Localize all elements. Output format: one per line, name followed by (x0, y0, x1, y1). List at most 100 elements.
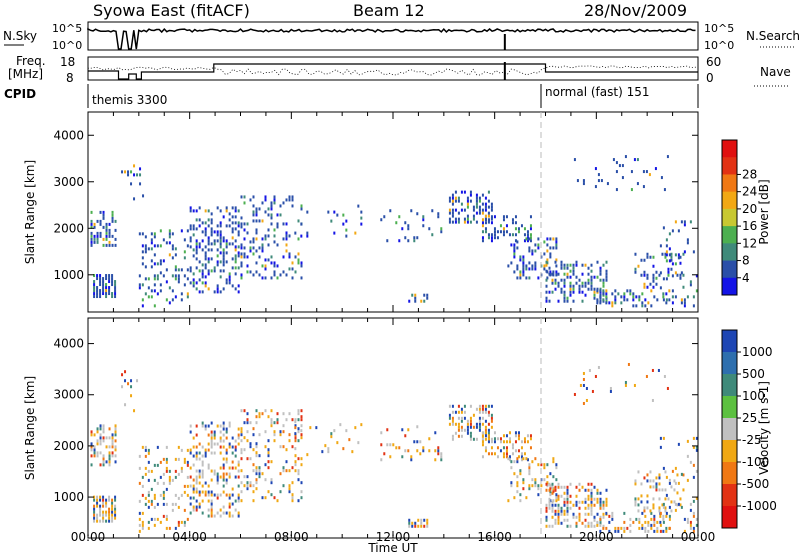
heatmap-cell (114, 292, 117, 296)
heatmap-cell (255, 442, 258, 446)
heatmap-cell (692, 511, 695, 515)
heatmap-cell (563, 272, 566, 276)
heatmap-cell (111, 219, 114, 223)
heatmap-cell (138, 499, 141, 503)
heatmap-cell (451, 220, 454, 224)
heatmap-cell (572, 512, 575, 516)
heatmap-cell (102, 289, 105, 293)
heatmap-cell (288, 439, 291, 443)
heatmap-cell (490, 215, 493, 219)
heatmap-cell (96, 504, 99, 508)
heatmap-cell (652, 506, 655, 510)
heatmap-cell (599, 287, 602, 291)
heatmap-cell (279, 490, 282, 494)
heatmap-cell (243, 228, 246, 232)
heatmap-cell (551, 503, 554, 507)
heatmap-cell (282, 201, 285, 205)
colorbar-tick-label: -1000 (742, 499, 777, 513)
heatmap-cell (670, 255, 673, 259)
heatmap-cell (130, 385, 133, 389)
heatmap-cell (198, 472, 201, 476)
heatmap-cell (192, 233, 195, 237)
heatmap-cell (519, 273, 522, 277)
heatmap-cell (666, 155, 669, 159)
heatmap-cell (602, 512, 605, 516)
heatmap-cell (662, 505, 665, 509)
heatmap-cell (481, 230, 484, 234)
heatmap-cell (216, 493, 219, 497)
heatmap-cell (513, 460, 516, 464)
heatmap-cell (475, 199, 478, 203)
heatmap-cell (572, 290, 575, 294)
heatmap-cell (285, 448, 288, 452)
heatmap-cell (237, 463, 240, 467)
heatmap-cell (186, 292, 189, 296)
heatmap-cell (201, 248, 204, 252)
heatmap-cell (258, 246, 261, 250)
heatmap-cell (602, 284, 605, 288)
heatmap-cell (440, 227, 443, 231)
heatmap-cell (153, 289, 156, 293)
heatmap-cell (108, 231, 111, 235)
heatmap-cell (105, 445, 108, 449)
heatmap-cell (231, 206, 234, 210)
heatmap-cell (560, 278, 563, 282)
heatmap-cell (114, 504, 117, 508)
heatmap-cell (237, 475, 240, 479)
heatmap-cell (159, 493, 162, 497)
heatmap-cell (360, 423, 363, 427)
heatmap-cell (668, 517, 671, 521)
heatmap-cell (219, 424, 222, 428)
heatmap-cell (563, 509, 566, 513)
heatmap-cell (102, 210, 105, 214)
time-axis-labels: 00:00 04:00 08:00 12:00 16:00 20:00 00:00 (71, 530, 716, 544)
cpid-panel: CPID themis 3300 normal (fast) 151 (4, 84, 699, 108)
heatmap-cell (102, 460, 105, 464)
beam-title: Beam 12 (353, 1, 425, 20)
heatmap-cell (195, 478, 198, 482)
heatmap-cell (297, 427, 300, 431)
heatmap-cell (192, 445, 195, 449)
heatmap-cell (246, 270, 249, 274)
nsky-line (87, 27, 696, 50)
heatmap-cell (195, 245, 198, 249)
heatmap-cell (102, 292, 105, 296)
heatmap-cell (525, 457, 528, 461)
heatmap-cell (457, 404, 460, 408)
heatmap-cell (623, 292, 626, 296)
heatmap-cell (345, 234, 348, 238)
heatmap-cell (590, 512, 593, 516)
heatmap-cell (189, 475, 192, 479)
heatmap-cell (264, 237, 267, 241)
heatmap-cell (454, 190, 457, 194)
heatmap-cell (661, 252, 664, 256)
heatmap-cell (537, 246, 540, 250)
heatmap-cell (255, 231, 258, 235)
heatmap-cell (339, 423, 342, 427)
heatmap-cell (557, 518, 560, 522)
heatmap-cell (183, 250, 186, 254)
heatmap-cell (534, 264, 537, 268)
heatmap-cell (640, 482, 643, 486)
heatmap-cell (451, 199, 454, 203)
heatmap-cell (569, 494, 572, 498)
heatmap-cell (219, 493, 222, 497)
heatmap-cell (201, 469, 204, 473)
heatmap-cell (121, 385, 124, 389)
heatmap-cell (552, 237, 555, 241)
heatmap-cell (652, 276, 655, 280)
heatmap-cell (144, 292, 147, 296)
heatmap-cell (487, 190, 490, 194)
heatmap-cell (147, 448, 150, 452)
heatmap-cell (99, 510, 102, 514)
heatmap-cell (545, 524, 548, 528)
heatmap-cell (171, 478, 174, 482)
heatmap-cell (563, 266, 566, 270)
heatmap-cell (617, 292, 620, 296)
heatmap-cell (466, 431, 469, 435)
heatmap-cell (481, 407, 484, 411)
heatmap-cell (246, 412, 249, 416)
heatmap-cell (487, 410, 490, 414)
heatmap-cell (490, 416, 493, 420)
heatmap-cell (201, 290, 204, 294)
